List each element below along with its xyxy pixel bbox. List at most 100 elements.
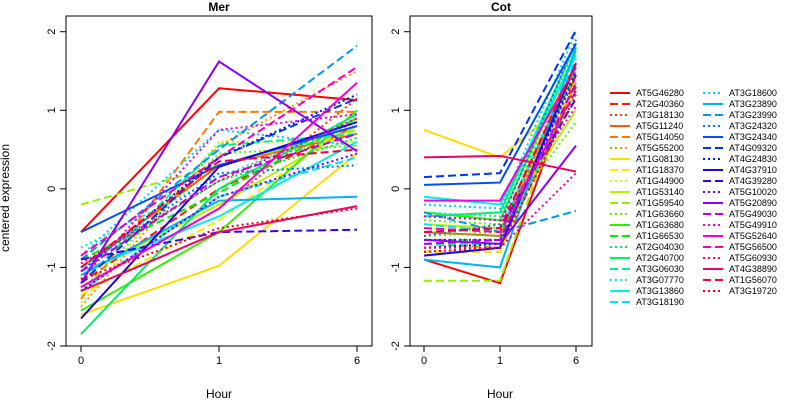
x-tick-label: 6: [573, 355, 579, 367]
series-line-at5g56500: [80, 66, 358, 257]
legend-label: AT3G24340: [729, 132, 777, 142]
legend-label: AT1G08130: [636, 154, 684, 164]
x-axis-label-mer: Hour: [206, 387, 232, 400]
series-line-at3g13860: [423, 54, 577, 206]
legend-label: AT1G53140: [636, 187, 684, 197]
legend-label: AT3G18130: [636, 110, 684, 120]
series-line-at3g24320: [423, 39, 577, 237]
legend-label: AT5G20890: [729, 198, 777, 208]
y-tick-label: 2: [46, 29, 58, 35]
legend-label: AT3G24320: [729, 121, 777, 131]
series-line-at1g18370: [424, 78, 577, 253]
y-tick-label: -1: [46, 263, 58, 273]
series-line-at3g18130: [80, 97, 358, 288]
series-line-at5g20890: [423, 145, 577, 245]
series-line-at1g56070: [80, 148, 358, 269]
series-line-at5g52640: [424, 66, 577, 202]
series-group: [423, 29, 577, 285]
y-tick-label: 1: [390, 107, 402, 113]
y-tick-label: -1: [390, 263, 402, 273]
x-tick-label: 1: [497, 355, 503, 367]
series-line-at1g56070: [423, 62, 577, 234]
y-tick-label: -2: [390, 341, 402, 351]
series-line-at1g08130: [423, 93, 577, 159]
series-line-at3g07770: [423, 47, 577, 218]
series-line-at5g49910: [80, 113, 358, 280]
legend-label: AT1G59540: [636, 198, 684, 208]
y-axis-label: centered expression: [0, 144, 12, 252]
legend-label: AT5G52640: [729, 231, 777, 241]
series-line-at3g18600: [80, 128, 358, 257]
series-group: [80, 45, 358, 335]
y-tick-label: 0: [390, 186, 402, 192]
legend-label: AT5G11240: [636, 121, 683, 131]
legend-label: AT1G66530: [636, 231, 684, 241]
legend-label: AT3G07770: [636, 275, 684, 285]
x-tick-label: 0: [78, 355, 84, 367]
legend-label: AT1G44900: [636, 176, 684, 186]
plot-frame: [409, 15, 593, 347]
series-line-at1g08130: [80, 152, 358, 316]
legend-label: AT4G39280: [729, 176, 777, 186]
series-line-at5g10020: [80, 152, 358, 292]
x-tick-label: 1: [216, 355, 222, 367]
panel-title: Mer: [208, 0, 230, 14]
series-line-at3g19720: [423, 94, 577, 253]
series-line-at4g37910: [80, 121, 358, 320]
legend-label: AT5G49910: [729, 220, 777, 230]
legend-label: AT1G18370: [636, 165, 684, 175]
series-line-at3g18190: [80, 156, 358, 292]
series-line-at3g23990: [80, 45, 358, 261]
legend-label: AT3G23890: [729, 99, 777, 109]
legend: AT5G46280AT2G40360AT3G18130AT5G11240AT5G…: [610, 88, 777, 307]
series-line-at3g24340: [423, 43, 577, 186]
series-line-at4g09320: [423, 29, 577, 179]
legend-label: AT1G63680: [636, 220, 684, 230]
series-line-at5g56500: [423, 90, 577, 234]
legend-label: AT5G60930: [729, 253, 777, 263]
series-line-at1g44900: [80, 140, 357, 304]
legend-label: AT5G55200: [636, 143, 684, 153]
series-line-at1g63660: [80, 144, 358, 292]
y-tick-label: 2: [390, 29, 402, 35]
x-tick-label: 0: [421, 355, 427, 367]
series-line-at5g52640: [80, 82, 358, 288]
series-line-at5g20890: [80, 60, 358, 284]
series-line-at3g23890: [423, 47, 577, 269]
legend-label: AT4G24830: [729, 154, 777, 164]
legend-label: AT4G38890: [729, 264, 777, 274]
legend-label: AT3G18600: [729, 88, 777, 98]
series-line-at5g49910: [423, 105, 577, 222]
legend-label: AT2G40360: [636, 99, 684, 109]
y-tick-label: -2: [46, 341, 58, 351]
panel-mer: Mer -2 -1 0 1 2 0 1 6: [46, 0, 373, 367]
series-line-at5g49030: [423, 82, 577, 245]
series-line-at5g60930: [80, 117, 358, 265]
legend-label: AT3G13860: [636, 286, 684, 296]
legend-label: AT5G49030: [729, 209, 777, 219]
series-line-at3g07770: [80, 121, 358, 249]
legend-label: AT2G40700: [636, 253, 684, 263]
legend-label: AT3G18190: [636, 297, 684, 307]
series-line-at3g13860: [80, 140, 358, 273]
series-line-at4g39280: [80, 228, 358, 261]
legend-label: AT5G56500: [729, 242, 777, 252]
legend-label: AT1G63660: [636, 209, 684, 219]
legend-label: AT4G09320: [729, 143, 777, 153]
series-line-at4g38890: [423, 154, 577, 173]
y-tick-label: 1: [46, 107, 58, 113]
legend-label: AT4G37910: [729, 165, 777, 175]
legend-label: AT5G14050: [636, 132, 684, 142]
series-line-at3g18600: [423, 31, 577, 210]
series-line-at3g06030: [80, 132, 358, 284]
legend-label: AT3G19720: [729, 286, 777, 296]
series-line-at3g23890: [80, 195, 358, 277]
legend-label: AT3G06030: [636, 264, 684, 274]
legend-label: AT2G04030: [636, 242, 684, 252]
legend-label: AT5G10020: [729, 187, 777, 197]
legend-label: AT5G46280: [636, 88, 684, 98]
series-line-at5g46280: [80, 87, 358, 233]
x-axis-label-cot: Hour: [487, 387, 513, 400]
